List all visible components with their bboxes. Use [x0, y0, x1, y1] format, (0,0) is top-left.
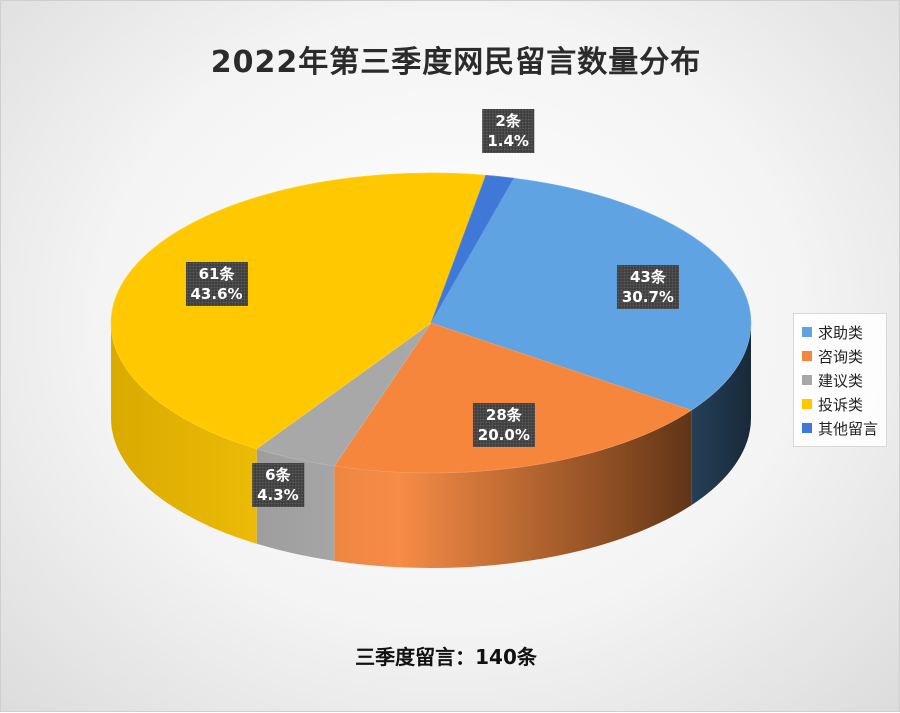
legend-label: 咨询类 [818, 347, 864, 366]
legend-label: 建议类 [818, 371, 864, 390]
data-label-count: 6条 [265, 465, 291, 484]
data-label-qiuzhu: 43条 30.7% [616, 264, 679, 309]
legend-label: 其他留言 [818, 419, 879, 438]
legend-swatch [802, 327, 812, 337]
pie-slice-qita [430, 174, 515, 324]
data-label-percent: 1.4% [487, 131, 529, 150]
data-label-tousu: 61条 43.6% [185, 261, 248, 306]
data-label-percent: 4.3% [257, 485, 299, 504]
data-label-jianyi: 6条 4.3% [252, 462, 304, 507]
pie-slice-zixun [333, 322, 692, 474]
legend-swatch [802, 375, 812, 385]
pie-side-zixun [334, 410, 692, 568]
legend-swatch [802, 351, 812, 361]
legend: 求助类 咨询类 建议类 投诉类 其他留言 [793, 313, 887, 447]
legend-swatch [802, 399, 812, 409]
data-label-count: 61条 [198, 264, 235, 283]
data-label-percent: 20.0% [477, 426, 530, 445]
data-label-percent: 30.7% [621, 287, 674, 306]
data-label-count: 28条 [485, 406, 522, 425]
legend-swatch [802, 423, 812, 433]
legend-item-jianyi: 建议类 [802, 368, 886, 392]
legend-item-qiuzhu: 求助类 [802, 320, 886, 344]
data-label-zixun: 28条 20.0% [472, 403, 535, 448]
data-label-qita: 2条 1.4% [482, 108, 534, 153]
data-label-percent: 43.6% [190, 284, 243, 303]
legend-item-qita: 其他留言 [802, 416, 886, 440]
data-label-count: 2条 [495, 111, 521, 130]
pie-slice-qiuzhu [430, 177, 752, 411]
legend-label: 求助类 [818, 323, 864, 342]
data-label-count: 43条 [629, 267, 666, 286]
legend-item-zixun: 咨询类 [802, 344, 886, 368]
pie-slice-tousu [110, 172, 487, 450]
total-label: 三季度留言：140条 [355, 645, 537, 669]
pie-side-tousu [111, 323, 257, 544]
legend-label: 投诉类 [818, 395, 864, 414]
legend-item-tousu: 投诉类 [802, 392, 886, 416]
chart-title: 2022年第三季度网民留言数量分布 [210, 45, 702, 80]
